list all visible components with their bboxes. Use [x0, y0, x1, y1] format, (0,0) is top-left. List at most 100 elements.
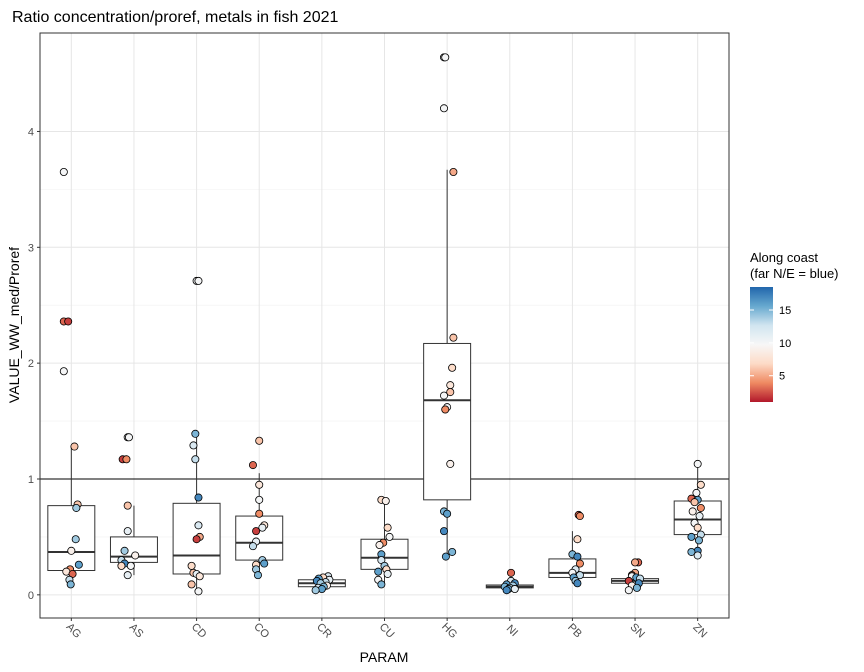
- data-point-zn: [687, 547, 696, 556]
- data-point-ag: [59, 367, 68, 376]
- y-axis-title: VALUE_WW_med/Proref: [6, 247, 22, 403]
- data-point-ag: [74, 560, 83, 569]
- data-point-ag: [67, 546, 76, 555]
- legend-tick-label: 10: [779, 338, 791, 350]
- boxes: [47, 169, 722, 592]
- data-point-as: [117, 561, 126, 570]
- box-hg: [423, 169, 472, 557]
- data-point-cu: [375, 541, 384, 550]
- data-point-hg: [440, 104, 449, 113]
- data-point-ag: [72, 503, 81, 512]
- data-point-hg: [448, 363, 457, 372]
- data-point-cu: [374, 567, 383, 576]
- data-point-hg: [441, 53, 450, 62]
- data-point-hg: [449, 168, 458, 177]
- data-point-hg: [440, 391, 449, 400]
- data-point-cu: [377, 580, 386, 589]
- data-point-hg: [449, 333, 458, 342]
- data-point-as: [131, 551, 140, 560]
- data-point-cd: [194, 493, 203, 502]
- y-tick-label: 3: [28, 242, 34, 254]
- data-point-zn: [693, 459, 702, 468]
- data-point-ni: [510, 585, 519, 594]
- data-point-cd: [194, 587, 203, 596]
- y-tick-label: 2: [28, 358, 34, 370]
- x-axis-title: PARAM: [360, 649, 409, 665]
- data-point-zn: [694, 536, 703, 545]
- data-point-hg: [448, 547, 457, 556]
- x-tick-label-ni: NI: [504, 623, 520, 639]
- data-point-ni: [502, 586, 511, 595]
- data-point-hg: [446, 381, 455, 390]
- data-point-cu: [385, 532, 394, 541]
- x-tick-label-sn: SN: [628, 621, 647, 640]
- data-point-zn: [693, 523, 702, 532]
- data-point-co: [248, 461, 257, 470]
- x-tick-label-pb: PB: [565, 621, 584, 640]
- data-point-cd: [192, 535, 201, 544]
- box-body: [423, 342, 472, 501]
- legend-tick-label: 15: [779, 305, 791, 317]
- data-point-cd: [195, 572, 204, 581]
- data-point-co: [258, 523, 267, 532]
- y-axis: 0 1 2 3 4: [28, 126, 40, 602]
- data-point-cu: [381, 496, 390, 505]
- data-point-ni: [507, 568, 516, 577]
- x-tick-label-zn: ZN: [690, 621, 709, 640]
- box-as: [109, 505, 158, 576]
- data-point-zn: [696, 480, 705, 489]
- data-point-as: [126, 561, 135, 570]
- data-point-ag: [59, 168, 68, 177]
- data-point-co: [255, 495, 264, 504]
- data-point-zn: [692, 488, 701, 497]
- x-tick-label-co: CO: [251, 621, 271, 641]
- data-point-cd: [191, 429, 200, 438]
- legend-title-line2: (far N/E = blue): [750, 266, 839, 281]
- data-point-cd: [194, 521, 203, 530]
- x-tick-label-cu: CU: [377, 621, 397, 641]
- data-point-pb: [573, 552, 582, 561]
- data-point-co: [248, 542, 257, 551]
- data-point-hg: [441, 405, 450, 414]
- data-point-co: [255, 436, 264, 445]
- data-point-pb: [575, 559, 584, 568]
- x-tick-label-hg: HG: [439, 621, 459, 641]
- data-point-co: [253, 571, 262, 580]
- data-point-cu: [383, 569, 392, 578]
- data-point-ag: [71, 535, 80, 544]
- y-tick-label: 1: [28, 474, 34, 486]
- data-point-co: [260, 559, 269, 568]
- data-point-cr: [311, 586, 320, 595]
- data-point-cd: [194, 276, 203, 285]
- box-ag: [47, 445, 96, 586]
- data-point-co: [255, 509, 264, 518]
- box-body: [47, 505, 96, 572]
- data-point-hg: [443, 509, 452, 518]
- legend-ticks: 5 10 15: [750, 305, 791, 383]
- legend-colorbar: [750, 287, 773, 402]
- data-point-zn: [688, 507, 697, 516]
- data-point-ag: [66, 580, 75, 589]
- box-body: [235, 515, 284, 561]
- data-point-ag: [64, 317, 73, 326]
- data-point-cd: [187, 580, 196, 589]
- data-point-as: [124, 433, 133, 442]
- data-point-as: [123, 501, 132, 510]
- data-point-co: [255, 480, 264, 489]
- y-tick-label: 0: [28, 590, 34, 602]
- data-point-zn: [693, 551, 702, 560]
- data-point-as: [120, 546, 129, 555]
- data-point-pb: [573, 579, 582, 588]
- data-point-zn: [695, 512, 704, 521]
- legend-tick-label: 5: [779, 371, 785, 383]
- data-point-zn: [687, 532, 696, 541]
- data-point-hg: [441, 552, 450, 561]
- chart-title: Ratio concentration/proref, metals in fi…: [12, 9, 339, 26]
- x-tick-label-as: AS: [127, 621, 146, 640]
- data-point-as: [123, 527, 132, 536]
- x-tick-label-ag: AG: [64, 621, 84, 641]
- data-point-hg: [446, 388, 455, 397]
- data-point-cu: [383, 523, 392, 532]
- legend: Along coast (far N/E = blue) 5 10 15: [750, 250, 839, 402]
